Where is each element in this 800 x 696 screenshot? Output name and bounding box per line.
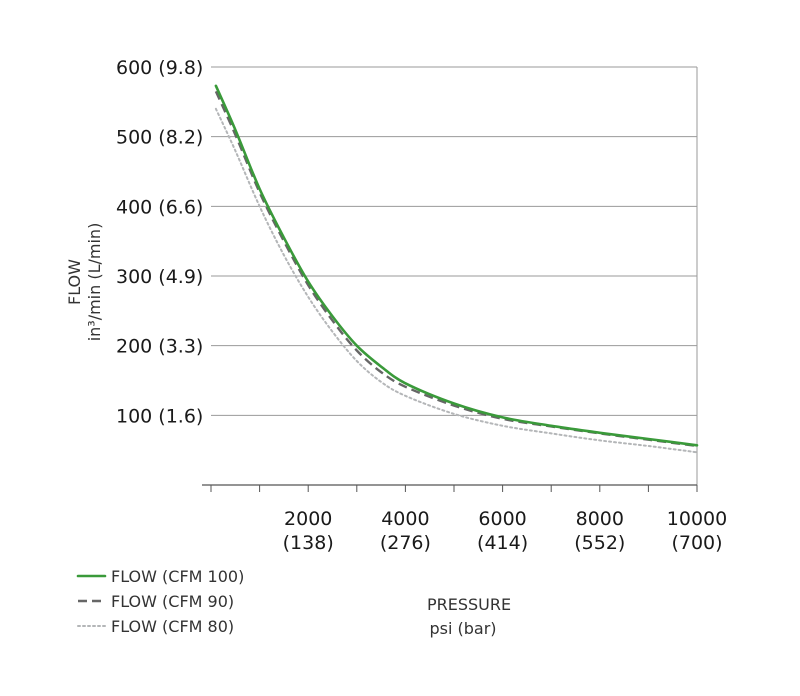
x-tick-sublabel: (414) — [477, 532, 528, 554]
legend-label: FLOW (CFM 90) — [111, 592, 234, 611]
y-tick-label: 200 (3.3) — [116, 336, 203, 358]
y-tick-label: 400 (6.6) — [116, 196, 203, 218]
x-tick-sublabel: (138) — [283, 532, 334, 554]
y-tick-label: 600 (9.8) — [116, 57, 203, 79]
axes — [202, 67, 698, 492]
y-tick-label: 500 (8.2) — [116, 127, 203, 149]
x-axis-units: psi (bar) — [429, 619, 496, 638]
series-line-3 — [214, 107, 698, 454]
x-tick-label: 8000 — [576, 508, 624, 530]
grid-lines — [211, 66, 697, 416]
series-lines — [214, 84, 699, 454]
y-tick-label: 300 (4.9) — [116, 266, 203, 288]
x-tick-sublabel: (700) — [671, 532, 722, 554]
x-tick-label: 6000 — [478, 508, 526, 530]
x-tick-sublabel: (552) — [574, 532, 625, 554]
x-tick-labels: 2000(138) 4000(276) 6000(414) 8000(552) 1000… — [283, 508, 728, 554]
y-tick-label: 100 (1.6) — [116, 405, 203, 427]
x-tick-label: 10000 — [667, 508, 727, 530]
series-line-2 — [214, 90, 698, 448]
legend-label: FLOW (CFM 80) — [111, 617, 234, 636]
y-axis-units: in³/min (L/min) — [85, 223, 104, 342]
series-line-1 — [214, 84, 699, 447]
legend-label: FLOW (CFM 100) — [111, 567, 244, 586]
x-tick-label: 2000 — [284, 508, 332, 530]
x-tick-label: 4000 — [381, 508, 429, 530]
y-axis-title: FLOW — [65, 259, 84, 305]
x-tick-sublabel: (276) — [380, 532, 431, 554]
x-axis-title: PRESSURE — [427, 595, 511, 614]
y-tick-labels: 100 (1.6) 200 (3.3) 300 (4.9) 400 (6.6) 500 … — [116, 57, 203, 427]
legend: FLOW (CFM 100) FLOW (CFM 90) FLOW (CFM 80) — [76, 567, 244, 636]
